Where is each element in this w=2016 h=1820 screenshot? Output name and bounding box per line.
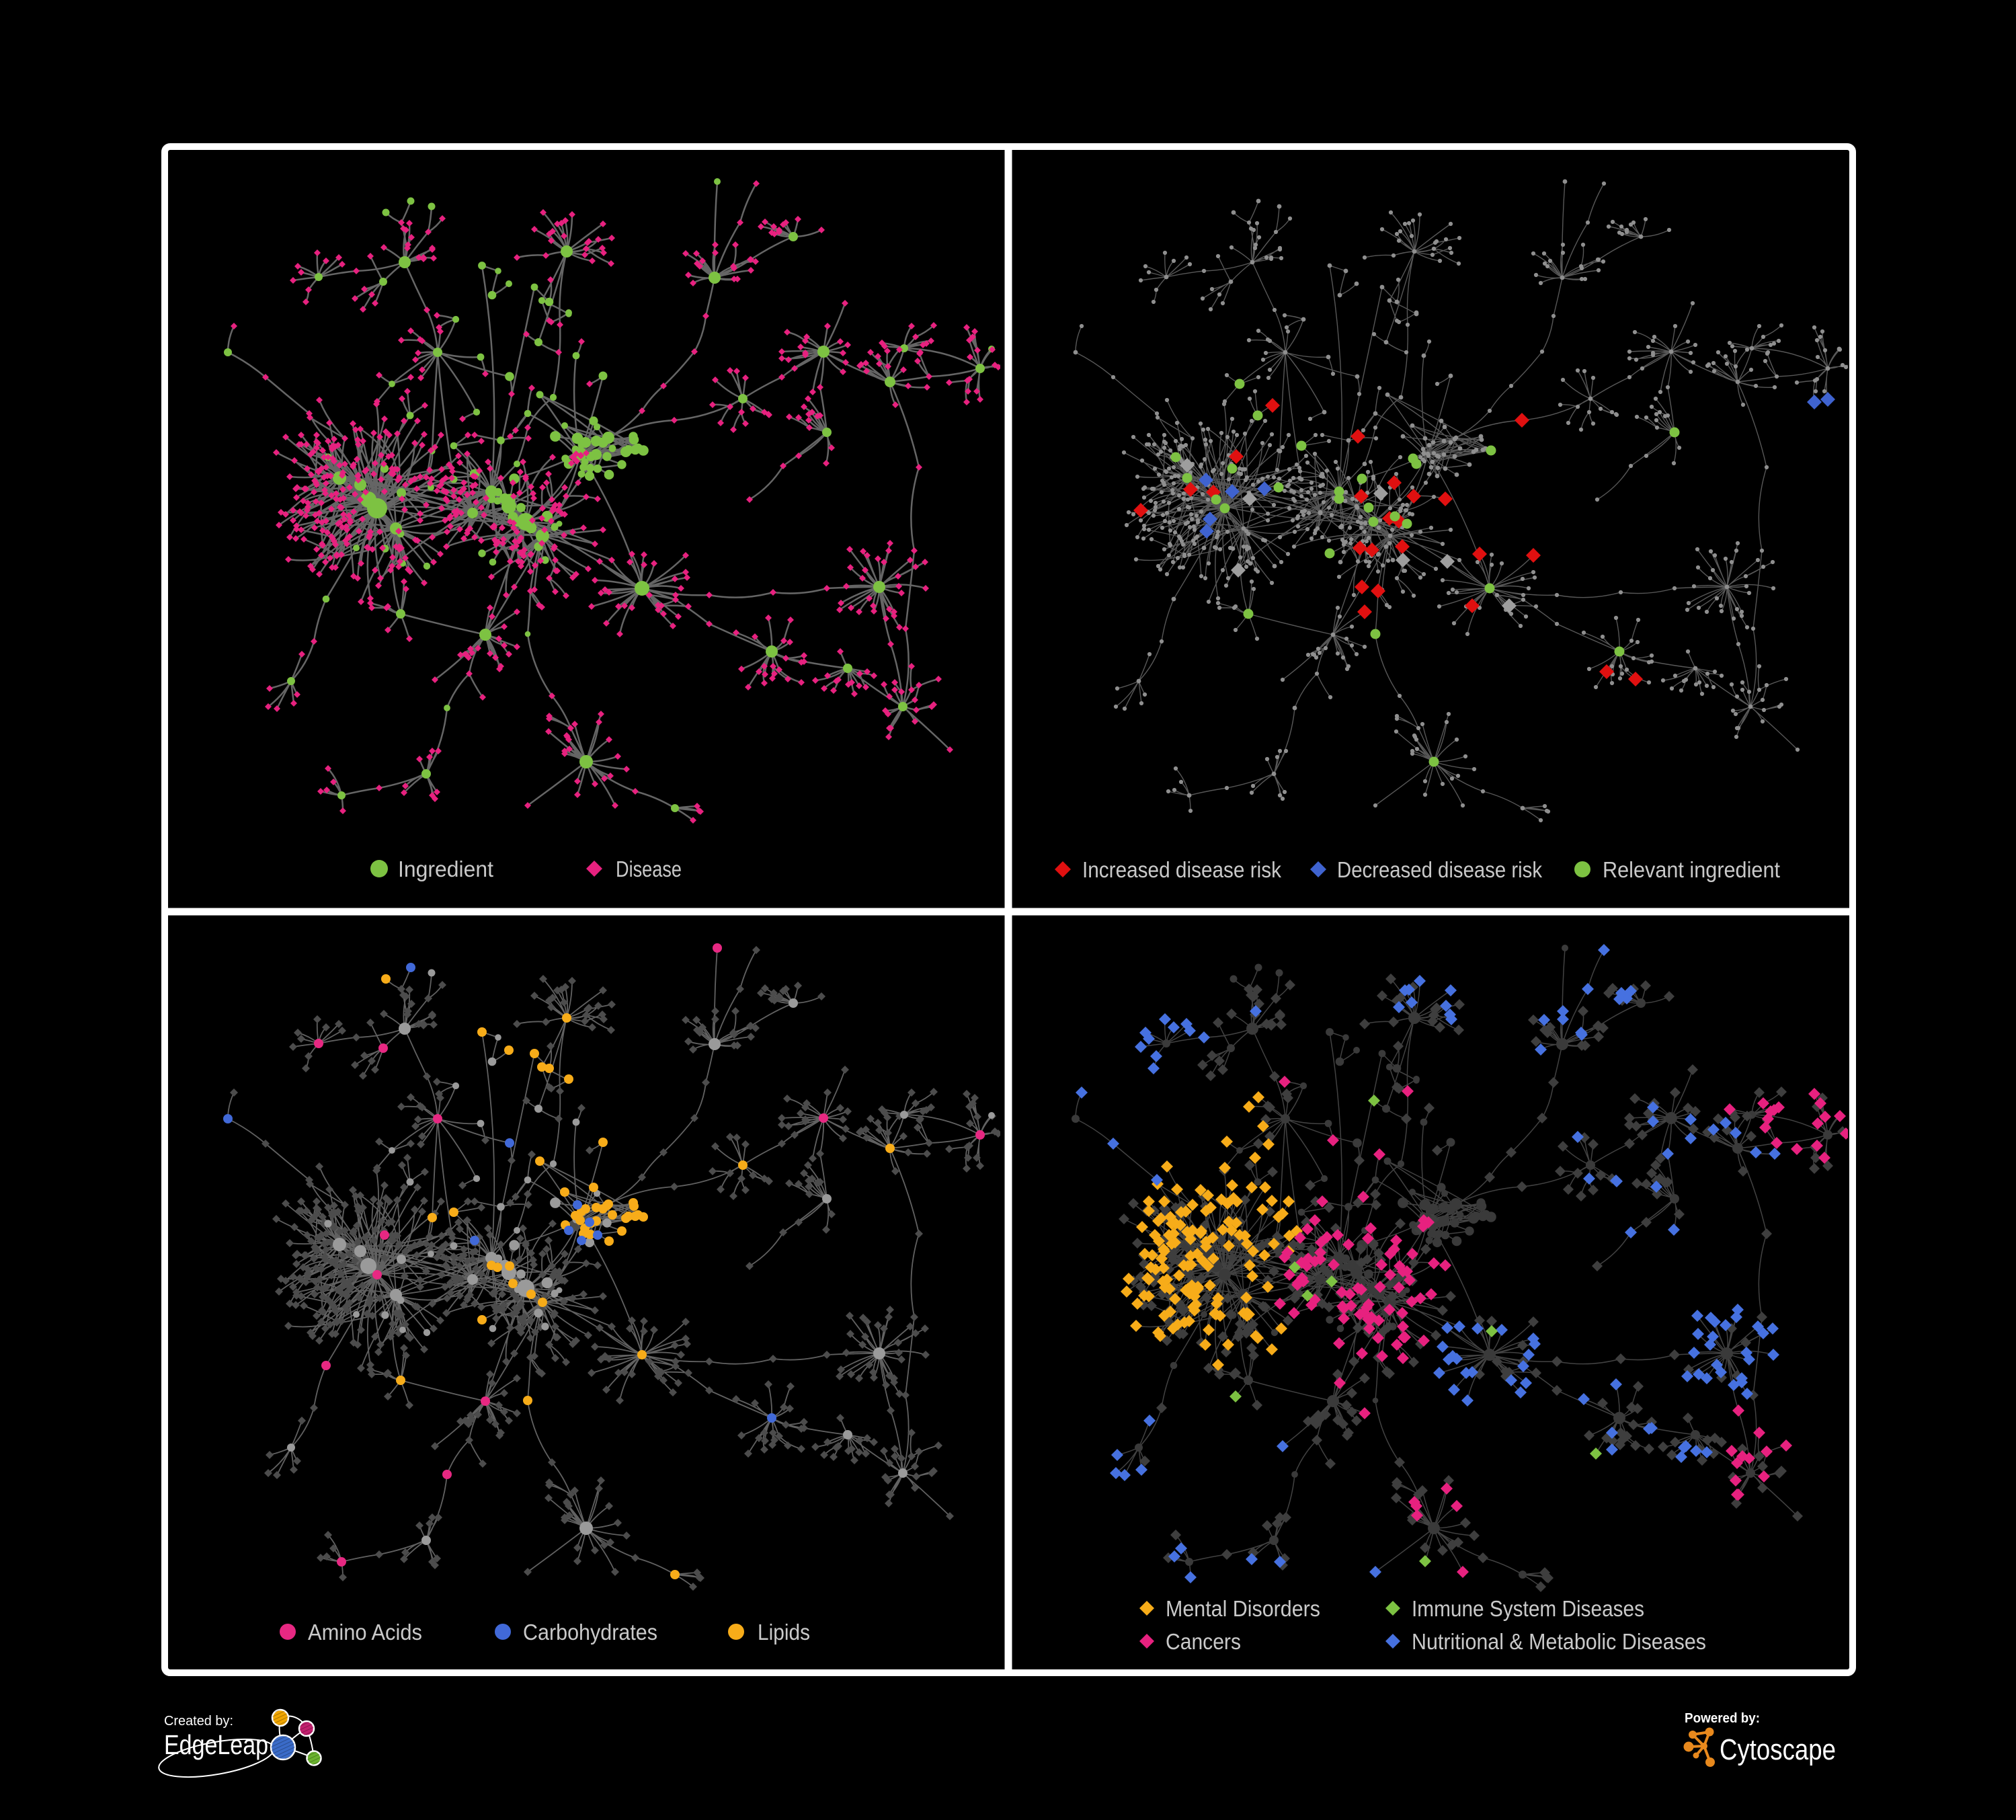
svg-text:Lipids: Lipids [758,1620,810,1645]
svg-text:Decreased disease risk: Decreased disease risk [1337,857,1542,882]
svg-text:Nutritional & Metabolic Diseas: Nutritional & Metabolic Diseases [1412,1629,1706,1654]
svg-text:Carbohydrates: Carbohydrates [523,1620,657,1645]
svg-text:Disease: Disease [616,857,682,881]
svg-text:Amino Acids: Amino Acids [308,1620,422,1645]
svg-text:Relevant ingredient: Relevant ingredient [1603,857,1780,882]
svg-text:Immune System Diseases: Immune System Diseases [1412,1596,1644,1621]
svg-text:EdgeLeap: EdgeLeap [164,1729,268,1760]
svg-text:Created by:: Created by: [164,1714,233,1729]
svg-text:Increased disease risk: Increased disease risk [1082,857,1281,882]
svg-text:Mental Disorders: Mental Disorders [1166,1596,1320,1621]
svg-text:Ingredient: Ingredient [398,857,493,881]
svg-text:Cytoscape: Cytoscape [1720,1733,1836,1766]
svg-text:Cancers: Cancers [1166,1629,1241,1654]
svg-text:Powered by:: Powered by: [1685,1711,1760,1726]
